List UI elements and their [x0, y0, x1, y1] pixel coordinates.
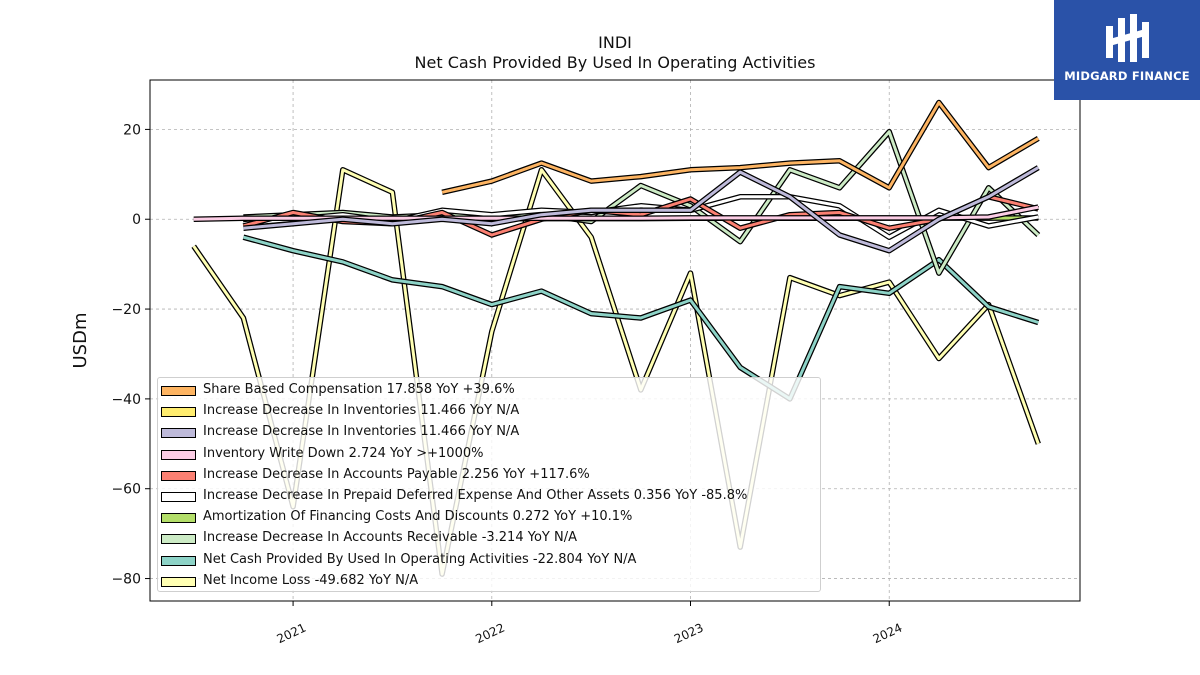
midgard-logo-icon: [1106, 14, 1149, 62]
legend-label: Inventory Write Down 2.724 YoY >+1000%: [203, 445, 484, 461]
x-tick-label: 2021: [275, 621, 309, 647]
legend-swatch: [161, 492, 196, 502]
y-tick-label: 0: [132, 212, 141, 228]
chart-title: INDI: [598, 33, 632, 52]
legend-label: Share Based Compensation 17.858 YoY +39.…: [203, 382, 515, 397]
legend-item: Increase Decrease In Prepaid Deferred Ex…: [158, 486, 818, 506]
legend-swatch: [161, 407, 196, 418]
legend-item: Increase Decrease In Accounts Payable 2.…: [158, 465, 818, 485]
legend-item: Inventory Write Down 2.724 YoY >+1000%: [158, 444, 818, 464]
legend-swatch: [161, 470, 196, 481]
legend-swatch: [161, 555, 196, 566]
legend-label: Increase Decrease In Accounts Payable 2.…: [203, 466, 590, 482]
legend-label: Increase Decrease In Prepaid Deferred Ex…: [203, 488, 748, 503]
chart-subtitle: Net Cash Provided By Used In Operating A…: [414, 53, 816, 72]
legend-item: Increase Decrease In Accounts Receivable…: [158, 528, 818, 548]
legend-label: Net Cash Provided By Used In Operating A…: [203, 551, 637, 567]
legend-item: Increase Decrease In Inventories 11.466 …: [158, 401, 818, 421]
y-tick-label: 20: [123, 122, 141, 138]
series-line-7: [243, 166, 1040, 253]
legend-swatch: [161, 428, 196, 439]
legend-swatch: [161, 449, 196, 460]
y-tick-label: −20: [111, 302, 141, 318]
y-tick-label: −60: [111, 482, 141, 498]
series-line-2: [243, 130, 1040, 275]
y-tick-label: −80: [111, 572, 141, 588]
legend-swatch: [161, 386, 196, 396]
legend-item: Amortization Of Financing Costs And Disc…: [158, 507, 818, 527]
x-tick-label: 2022: [473, 621, 507, 647]
series-line-9: [441, 101, 1040, 194]
series-line-outline: [243, 128, 1041, 276]
legend-label: Net Income Loss -49.682 YoY N/A: [203, 572, 419, 588]
legend-item: Share Based Compensation 17.858 YoY +39.…: [158, 380, 818, 400]
legend-item: Net Income Loss -49.682 YoY N/A: [158, 571, 818, 591]
legend-label: Increase Decrease In Inventories 11.466 …: [203, 403, 520, 419]
chart-legend: Share Based Compensation 17.858 YoY +39.…: [157, 377, 821, 592]
brand-name: MIDGARD FINANCE: [1064, 69, 1190, 83]
x-tick-label: 2024: [871, 621, 905, 647]
legend-swatch: [161, 576, 196, 587]
plot-frame: [149, 79, 1081, 602]
legend-swatch: [161, 513, 196, 524]
y-axis-label: USDm: [70, 313, 91, 369]
legend-label: Increase Decrease In Accounts Receivable…: [203, 530, 577, 546]
series-line-1: [243, 235, 1039, 401]
brand-logo: MIDGARD FINANCE: [1054, 0, 1200, 100]
x-tick-label: 2023: [672, 621, 706, 647]
y-tick-label: −40: [111, 392, 141, 408]
legend-item: Increase Decrease In Inventories 11.466 …: [158, 422, 818, 442]
legend-label: Increase Decrease In Inventories 11.466 …: [203, 424, 520, 440]
legend-swatch: [161, 534, 196, 545]
legend-label: Amortization Of Financing Costs And Disc…: [203, 509, 633, 525]
legend-item: Net Cash Provided By Used In Operating A…: [158, 550, 818, 570]
